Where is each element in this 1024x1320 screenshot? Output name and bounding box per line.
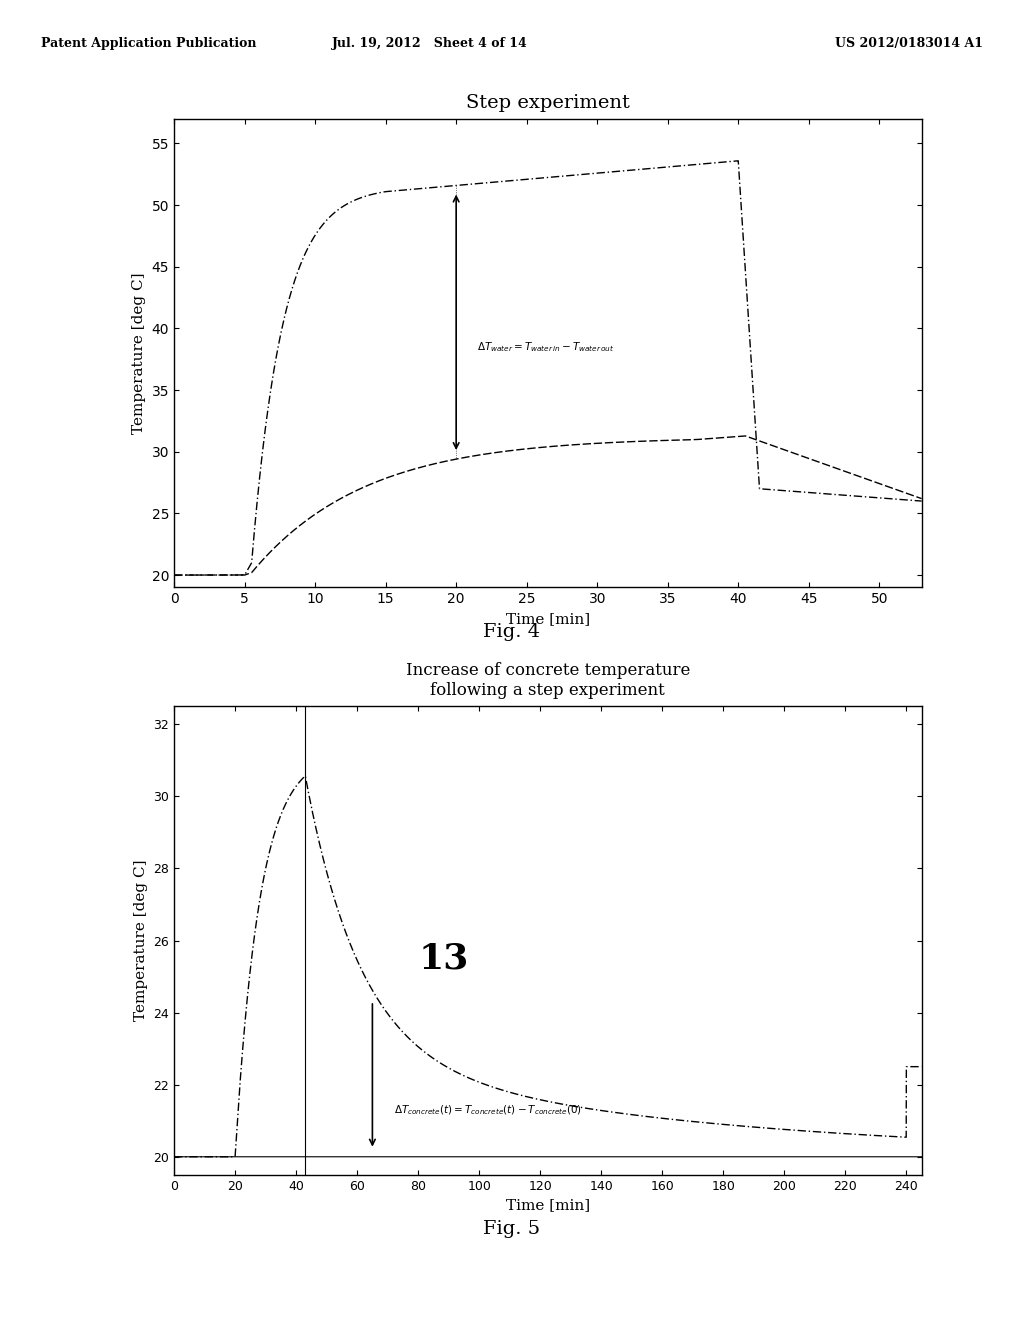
Text: Fig. 4: Fig. 4 bbox=[483, 623, 541, 642]
Text: $\Delta T_{concrete}(t)=T_{concrete}(t)-T_{concrete}(0)$: $\Delta T_{concrete}(t)=T_{concrete}(t)-… bbox=[394, 1104, 582, 1117]
X-axis label: Time [min]: Time [min] bbox=[506, 1199, 590, 1212]
Text: $\Delta T_{water}=T_{water\,in}-T_{water\,out}$: $\Delta T_{water}=T_{water\,in}-T_{water… bbox=[477, 341, 614, 354]
Y-axis label: Temperature [deg C]: Temperature [deg C] bbox=[134, 859, 147, 1022]
Y-axis label: Temperature [deg C]: Temperature [deg C] bbox=[132, 272, 146, 434]
Text: Fig. 5: Fig. 5 bbox=[483, 1220, 541, 1238]
Title: Step experiment: Step experiment bbox=[466, 94, 630, 112]
Text: Patent Application Publication: Patent Application Publication bbox=[41, 37, 256, 50]
Text: 13: 13 bbox=[418, 941, 469, 975]
Text: US 2012/0183014 A1: US 2012/0183014 A1 bbox=[835, 37, 983, 50]
Text: Jul. 19, 2012   Sheet 4 of 14: Jul. 19, 2012 Sheet 4 of 14 bbox=[332, 37, 528, 50]
Title: Increase of concrete temperature
following a step experiment: Increase of concrete temperature followi… bbox=[406, 663, 690, 700]
X-axis label: Time [min]: Time [min] bbox=[506, 611, 590, 626]
